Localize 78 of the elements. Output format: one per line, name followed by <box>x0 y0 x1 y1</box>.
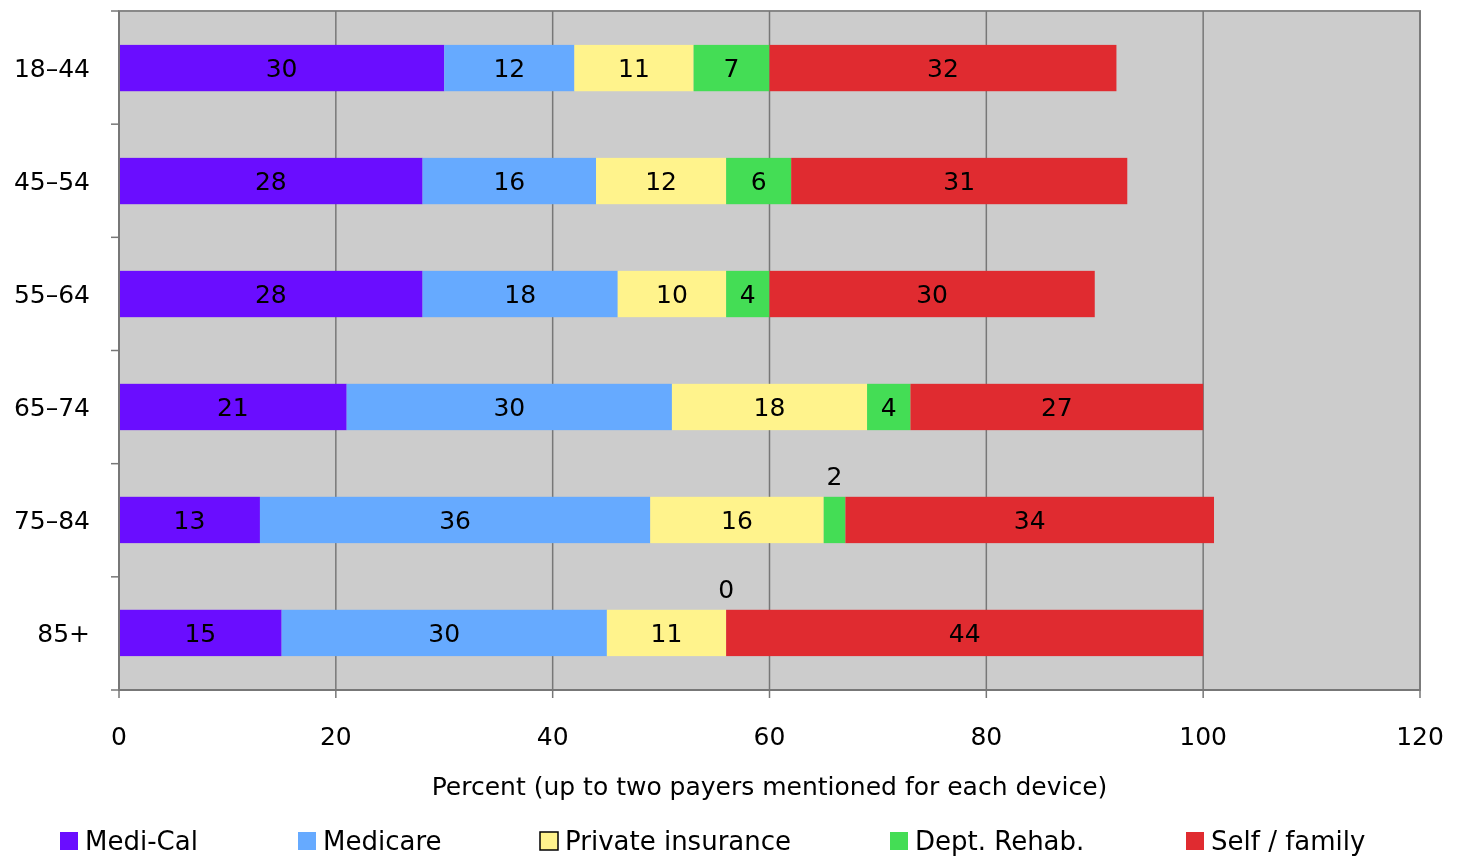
legend-label: Dept. Rehab. <box>915 826 1085 856</box>
data-label: 6 <box>750 167 767 197</box>
y-tick-label: 18–44 <box>13 54 90 84</box>
data-label: 16 <box>721 505 753 535</box>
bar <box>119 496 260 544</box>
bar <box>726 609 1204 657</box>
data-label: 12 <box>493 54 526 84</box>
data-label: 30 <box>493 392 526 422</box>
data-label: 32 <box>927 54 959 84</box>
data-label: 30 <box>265 54 298 84</box>
bar <box>606 609 727 657</box>
y-tick-label: 65–74 <box>13 392 90 422</box>
data-label: 10 <box>656 280 688 310</box>
legend-label: Medicare <box>323 826 442 856</box>
bar <box>823 496 846 544</box>
bar <box>769 44 1117 92</box>
annotation: 0 <box>718 574 735 604</box>
bar <box>845 496 1215 544</box>
y-tick-label: 75–84 <box>13 505 90 535</box>
x-tick-label: 40 <box>536 722 569 751</box>
data-label: 4 <box>880 392 897 422</box>
bar <box>346 383 672 431</box>
bar <box>596 157 727 205</box>
data-label: 2 <box>826 461 843 491</box>
x-tick-label: 80 <box>970 722 1003 751</box>
x-axis-title: Percent (up to two payers mentioned for each device) <box>431 772 1108 801</box>
data-label: 30 <box>916 280 949 310</box>
legend-label: Medi-Cal <box>85 826 198 856</box>
data-label: 13 <box>173 505 206 535</box>
x-tick-label: 60 <box>753 722 786 751</box>
bar <box>574 44 694 92</box>
bar <box>119 44 445 92</box>
bar <box>422 270 618 318</box>
data-label: 4 <box>739 280 756 310</box>
data-label: 12 <box>645 167 677 197</box>
data-label: 31 <box>943 167 976 197</box>
bar <box>791 157 1128 205</box>
data-label: 7 <box>723 54 740 84</box>
data-label: 11 <box>650 618 683 648</box>
bar <box>769 270 1095 318</box>
bar <box>444 44 575 92</box>
x-tick-label: 20 <box>319 722 352 751</box>
bar <box>726 157 792 205</box>
data-label: 30 <box>428 618 461 648</box>
bar <box>119 157 423 205</box>
bar <box>867 383 911 431</box>
bar <box>422 157 597 205</box>
x-tick-label: 0 <box>111 722 127 751</box>
y-tick-label: 85+ <box>37 618 90 648</box>
data-label: 16 <box>493 167 526 197</box>
bar <box>119 270 423 318</box>
y-tick-label: 55–64 <box>13 280 90 310</box>
data-label: 18 <box>504 280 537 310</box>
legend-label: Self / family <box>1211 826 1366 856</box>
data-label: 28 <box>254 280 287 310</box>
bar <box>650 496 824 544</box>
data-label: 21 <box>216 392 249 422</box>
x-tick-label: 100 <box>1179 722 1228 751</box>
x-tick-label: 120 <box>1396 722 1444 751</box>
data-label: 36 <box>439 505 471 535</box>
bar <box>119 609 282 657</box>
bar <box>693 44 770 92</box>
data-label: 18 <box>753 392 786 422</box>
y-tick-label: 45–54 <box>13 167 90 197</box>
bar <box>726 270 770 318</box>
bar <box>910 383 1204 431</box>
bar <box>617 270 727 318</box>
data-label: 15 <box>184 618 217 648</box>
data-label: 44 <box>948 618 981 648</box>
bar <box>119 383 347 431</box>
data-label: 27 <box>1040 392 1073 422</box>
bar <box>671 383 868 431</box>
data-label: 34 <box>1013 505 1046 535</box>
data-label: 11 <box>618 54 650 84</box>
bar <box>259 496 651 544</box>
data-label: 28 <box>254 167 287 197</box>
legend-label: Private insurance <box>565 826 792 856</box>
bar <box>281 609 607 657</box>
